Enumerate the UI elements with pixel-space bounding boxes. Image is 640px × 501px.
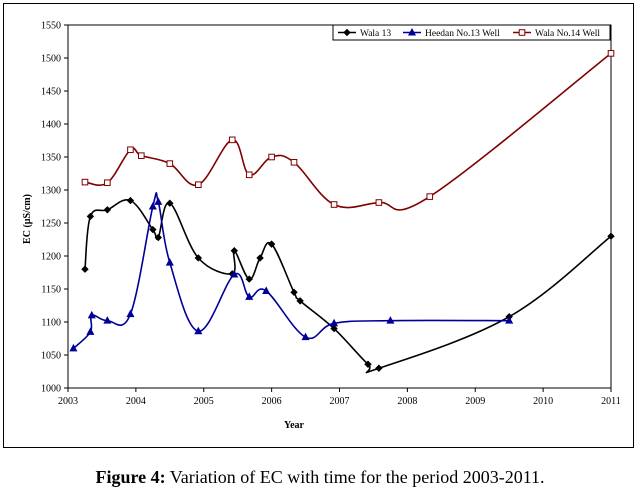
- data-point-triangle: [154, 197, 163, 205]
- data-point-diamond: [375, 364, 383, 372]
- series-line: [84, 52, 612, 211]
- data-point-triangle: [301, 332, 310, 341]
- y-tick-label: 1150: [41, 285, 61, 296]
- legend-label: Heedan No.13 Well: [425, 29, 500, 39]
- series-line: [72, 192, 510, 349]
- data-point-diamond: [245, 275, 253, 283]
- chart-frame: [3, 3, 634, 448]
- data-point-triangle: [148, 201, 157, 210]
- x-tick-label: 2004: [126, 396, 146, 407]
- data-point-triangle: [69, 343, 78, 352]
- x-tick-label: 2011: [601, 396, 621, 407]
- data-point-diamond: [86, 212, 95, 221]
- data-point-square: [104, 179, 111, 187]
- data-point-diamond: [330, 324, 338, 333]
- y-tick-label: 1050: [41, 351, 61, 362]
- y-tick-label: 1450: [41, 87, 61, 98]
- data-point-square: [166, 160, 174, 167]
- series-heedan-no-13-well: [69, 192, 514, 352]
- legend-label: Wala 13: [360, 29, 391, 39]
- data-point-triangle: [386, 316, 395, 324]
- data-point-square: [426, 193, 434, 200]
- x-tick-label: 2003: [58, 396, 78, 407]
- data-point-square: [81, 178, 89, 186]
- legend-label: Wala No.14 Well: [535, 29, 600, 39]
- y-tick-label: 1500: [41, 54, 61, 65]
- data-point-diamond: [343, 28, 351, 37]
- x-tick-label: 2006: [262, 396, 282, 407]
- data-point-triangle: [165, 258, 174, 266]
- data-point-diamond: [296, 297, 304, 305]
- y-tick-label: 1250: [41, 219, 61, 230]
- data-point-square: [228, 136, 236, 144]
- data-point-triangle: [245, 292, 254, 300]
- data-point-diamond: [290, 288, 298, 297]
- data-point-triangle: [86, 327, 95, 335]
- data-point-square: [195, 181, 202, 189]
- figure-caption: Figure 4: Variation of EC with time for …: [0, 467, 640, 488]
- x-tick-label: 2009: [465, 396, 485, 407]
- legend: Wala 13 Heedan No.13 Well Wala No.14 Well: [332, 24, 611, 41]
- y-axis-title: EC (µS/cm): [22, 194, 33, 244]
- data-point-diamond: [81, 265, 89, 273]
- series-layer: [69, 50, 615, 374]
- data-point-diamond: [607, 232, 615, 240]
- x-tick-label: 2008: [397, 396, 417, 407]
- data-point-triangle: [230, 269, 239, 278]
- x-tick-label: 2007: [330, 396, 350, 407]
- y-tick-label: 1550: [41, 21, 61, 32]
- y-tick-label: 1200: [41, 252, 61, 263]
- x-axis-title: Year: [284, 420, 305, 431]
- line-chart: 1000 1050 1100 1150 1200 1250 1300 1350 1400 1450…: [22, 21, 621, 432]
- data-point-square: [138, 152, 145, 159]
- data-point-triangle: [407, 27, 417, 36]
- data-point-square: [245, 171, 253, 179]
- legend-box: [332, 24, 611, 41]
- figure-caption-text: Variation of EC with time for the period…: [165, 467, 545, 487]
- data-point-square: [518, 29, 526, 36]
- data-point-square: [330, 201, 338, 208]
- data-point-triangle: [194, 326, 203, 335]
- data-point-square: [607, 50, 615, 57]
- figure-label: Figure 4:: [95, 467, 166, 487]
- y-tick-label: 1300: [41, 186, 61, 197]
- data-point-diamond: [149, 225, 157, 234]
- x-tick-label: 2005: [194, 396, 214, 407]
- series-wala-no-14-well: [81, 50, 615, 211]
- data-point-square: [290, 158, 298, 166]
- data-point-square: [127, 146, 134, 154]
- x-tick-label: 2010: [533, 396, 553, 407]
- data-point-diamond: [126, 196, 135, 205]
- axes: 1000 1050 1100 1150 1200 1250 1300 1350 1400 1450…: [41, 21, 621, 408]
- data-point-diamond: [256, 254, 264, 262]
- data-point-triangle: [505, 316, 514, 324]
- data-point-square: [375, 199, 383, 206]
- data-point-diamond: [103, 206, 112, 214]
- data-point-triangle: [330, 318, 339, 327]
- data-point-diamond: [154, 233, 162, 242]
- data-point-triangle: [126, 309, 135, 318]
- data-point-triangle: [262, 286, 271, 294]
- data-point-diamond: [230, 247, 239, 255]
- y-tick-label: 1350: [41, 153, 61, 164]
- data-point-diamond: [166, 199, 174, 207]
- y-tick-label: 1400: [41, 120, 61, 131]
- series-line: [84, 199, 612, 374]
- data-point-square: [268, 153, 275, 161]
- y-tick-label: 1000: [41, 384, 61, 395]
- data-point-triangle: [87, 310, 96, 319]
- data-point-triangle: [103, 316, 112, 324]
- data-point-diamond: [267, 240, 276, 248]
- data-point-diamond: [364, 360, 372, 368]
- y-tick-label: 1100: [41, 318, 61, 329]
- data-point-diamond: [194, 254, 203, 262]
